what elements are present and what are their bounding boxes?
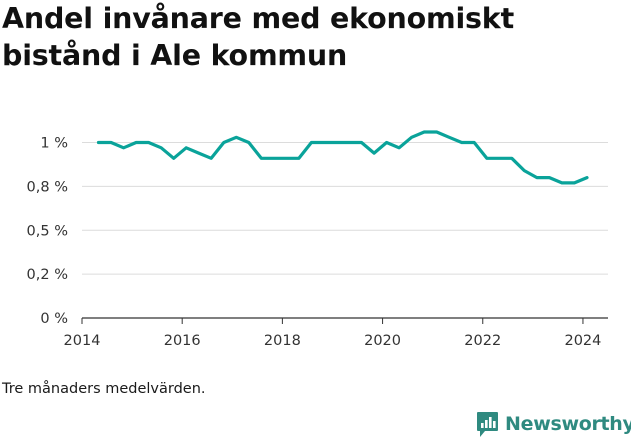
x-axis: 2014 2016 2018 2020 2022 2024	[64, 318, 601, 349]
x-tick-label: 2020	[364, 333, 401, 349]
series-line	[96, 130, 589, 185]
newsworthy-logo-icon	[477, 412, 498, 437]
x-tick-label: 2018	[264, 333, 301, 349]
y-tick-label: 0,2 %	[27, 267, 68, 283]
y-tick-label: 0,5 %	[27, 223, 68, 239]
y-tick-label: 0,8 %	[27, 179, 68, 195]
line-chart: 0 %0,2 %0,5 %0,8 %1 % 2014 2016 2018 2020 20…	[27, 130, 608, 349]
brand-name: Newsworthy	[505, 413, 631, 435]
chart-footnote: Tre månaders medelvärden.	[2, 381, 206, 397]
y-tick-label: 1 %	[40, 136, 68, 152]
grid-lines	[82, 142, 608, 319]
brand-logo[interactable]: Newsworthy	[476, 408, 631, 440]
series-layer	[96, 130, 589, 185]
chart-title: Andel invånare med ekonomiskt bistånd i …	[2, 2, 514, 72]
x-tick-label: 2024	[564, 333, 601, 349]
y-axis: 0 % 0,2 % 0,5 % 0,8 % 1 %	[27, 136, 68, 327]
x-tick-label: 2016	[164, 333, 201, 349]
x-tick-label: 2022	[464, 333, 501, 349]
x-tick-label: 2014	[64, 333, 101, 349]
y-tick-label: 0 %	[40, 311, 68, 327]
